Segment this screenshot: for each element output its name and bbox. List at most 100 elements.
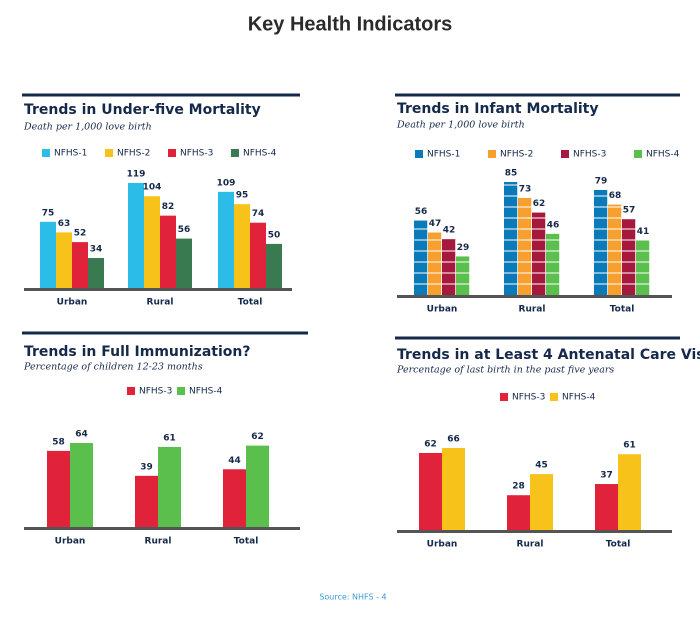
bar xyxy=(128,183,144,288)
chart-title: Trends in Infant Mortality xyxy=(397,101,599,117)
value-label: 56 xyxy=(178,225,191,235)
category-label: Rural xyxy=(145,537,172,547)
bar xyxy=(144,196,160,288)
legend-swatch xyxy=(42,149,50,157)
bar xyxy=(266,243,282,288)
value-label: 46 xyxy=(547,220,560,230)
value-label: 62 xyxy=(251,432,264,442)
bar xyxy=(518,197,532,295)
bar xyxy=(546,233,560,295)
bar xyxy=(250,222,266,288)
category-label: Total xyxy=(610,305,635,315)
bar xyxy=(595,484,618,530)
bar xyxy=(504,182,518,295)
legend-label: NFHS-2 xyxy=(117,149,150,159)
value-label: 50 xyxy=(268,230,281,240)
value-label: 64 xyxy=(75,430,88,440)
bar xyxy=(419,452,442,530)
bar xyxy=(234,204,250,288)
value-label: 57 xyxy=(623,206,636,216)
bar xyxy=(218,191,234,288)
bar xyxy=(428,232,442,295)
category-label: Urban xyxy=(427,305,458,315)
value-label: 68 xyxy=(609,191,622,201)
value-label: 109 xyxy=(217,178,236,188)
legend-label: NFHS-1 xyxy=(427,150,460,160)
bar xyxy=(223,469,246,527)
value-label: 66 xyxy=(447,435,460,445)
category-label: Urban xyxy=(55,537,86,547)
value-label: 34 xyxy=(90,245,103,255)
legend-swatch xyxy=(105,149,113,157)
bar xyxy=(246,445,269,527)
bar xyxy=(40,221,56,288)
legend-swatch xyxy=(500,393,508,401)
value-label: 29 xyxy=(457,243,470,253)
value-label: 39 xyxy=(140,462,153,472)
value-label: 37 xyxy=(600,471,613,481)
value-label: 44 xyxy=(228,456,241,466)
bar xyxy=(72,242,88,288)
legend-swatch xyxy=(127,387,135,395)
value-label: 58 xyxy=(52,437,65,447)
legend-swatch xyxy=(177,387,185,395)
chart-subtitle: Death per 1,000 love birth xyxy=(396,120,525,131)
value-label: 119 xyxy=(127,170,146,180)
chart-subtitle: Percentage of last birth in the past fiv… xyxy=(396,365,614,376)
legend-swatch xyxy=(231,149,239,157)
bar xyxy=(176,238,192,288)
legend-swatch xyxy=(168,149,176,157)
bar xyxy=(622,219,636,295)
value-label: 52 xyxy=(74,229,87,239)
category-label: Urban xyxy=(427,540,458,550)
bar xyxy=(135,475,158,527)
legend-swatch xyxy=(415,150,423,158)
bar xyxy=(56,232,72,288)
chart-title: Trends in at Least 4 Antenatal Care Visi… xyxy=(397,347,700,363)
bar xyxy=(618,454,641,530)
value-label: 42 xyxy=(443,226,456,236)
value-label: 85 xyxy=(505,169,518,179)
value-label: 75 xyxy=(42,208,55,218)
chart-title: Trends in Full Immunization? xyxy=(24,344,250,360)
legend-label: NFHS-4 xyxy=(243,149,277,159)
category-label: Rural xyxy=(517,540,544,550)
value-label: 74 xyxy=(252,209,265,219)
category-label: Rural xyxy=(147,298,174,308)
bar xyxy=(594,189,608,295)
category-label: Total xyxy=(606,540,631,550)
value-label: 28 xyxy=(512,482,525,492)
legend-label: NFHS-3 xyxy=(512,393,545,403)
value-label: 73 xyxy=(519,184,532,194)
bar xyxy=(88,258,104,288)
bar xyxy=(507,495,530,530)
legend-label: NFHS-3 xyxy=(139,387,172,397)
legend-swatch xyxy=(561,150,569,158)
legend-label: NFHS-4 xyxy=(646,150,680,160)
bar xyxy=(456,256,470,295)
bar xyxy=(158,446,181,527)
legend-label: NFHS-4 xyxy=(562,393,596,403)
legend-swatch xyxy=(550,393,558,401)
legend-label: NFHS-3 xyxy=(573,150,606,160)
bar xyxy=(608,204,622,295)
value-label: 95 xyxy=(236,191,249,201)
bar xyxy=(532,212,546,295)
legend-label: NFHS-4 xyxy=(189,387,223,397)
page-title: Key Health Indicators xyxy=(248,13,453,35)
bar xyxy=(442,448,465,530)
category-label: Rural xyxy=(519,305,546,315)
bar xyxy=(414,220,428,295)
value-label: 56 xyxy=(415,207,428,217)
legend-label: NFHS-3 xyxy=(180,149,213,159)
legend-label: NFHS-2 xyxy=(500,150,533,160)
value-label: 63 xyxy=(58,219,71,229)
value-label: 41 xyxy=(637,227,650,237)
category-label: Urban xyxy=(57,298,88,308)
value-label: 82 xyxy=(162,202,175,212)
bar xyxy=(530,474,553,530)
bar xyxy=(160,215,176,288)
value-label: 79 xyxy=(595,176,608,186)
legend-swatch xyxy=(488,150,496,158)
